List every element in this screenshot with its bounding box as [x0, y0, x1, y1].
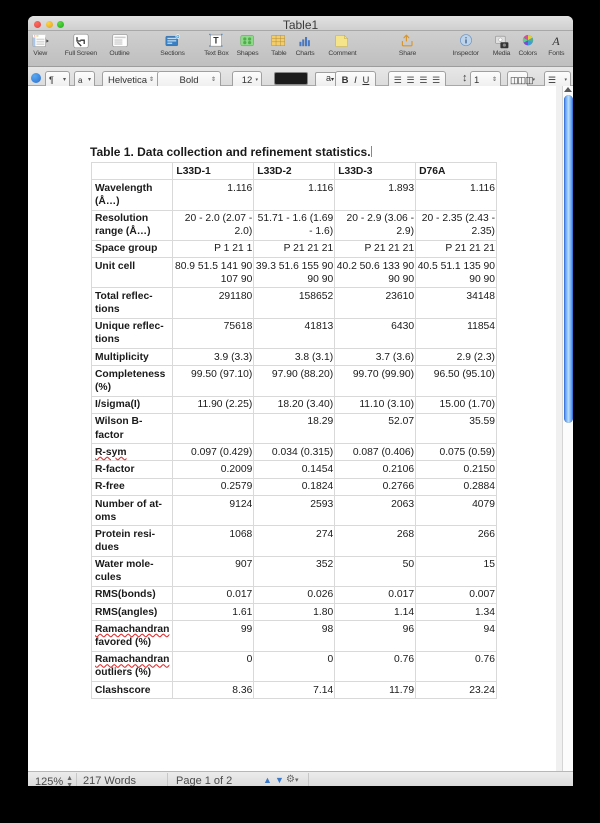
svg-text:T: T — [214, 35, 220, 45]
svg-text:A: A — [552, 34, 561, 48]
